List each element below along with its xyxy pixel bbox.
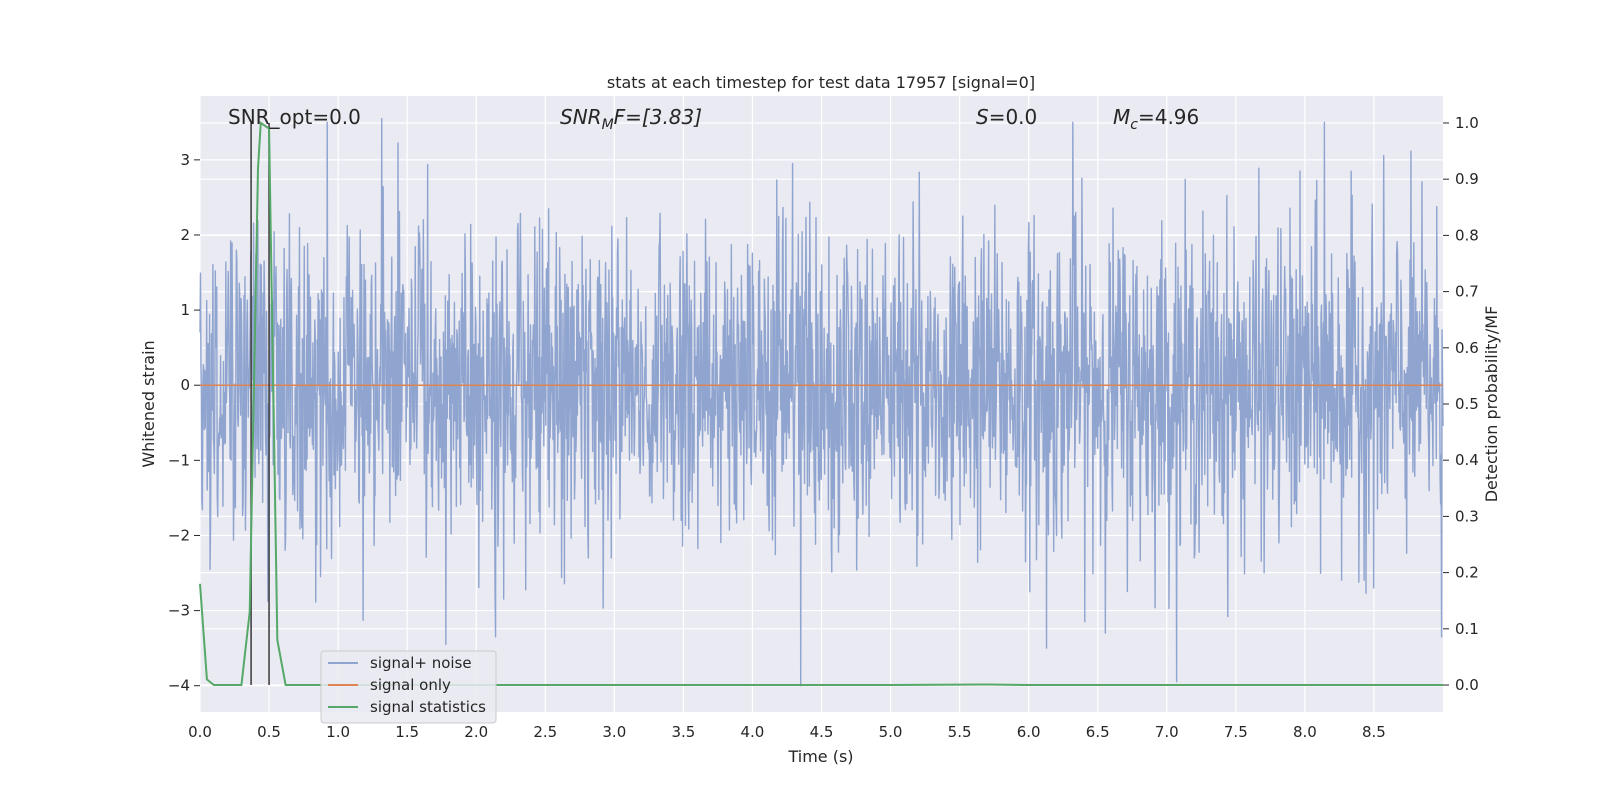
y2-tick-label: 0.2 (1455, 564, 1479, 582)
mc-base: M (1113, 105, 1130, 129)
x-tick-label: 0.0 (188, 723, 212, 741)
x-tick-label: 3.0 (602, 723, 626, 741)
x-tick-label: 1.0 (326, 723, 350, 741)
y-tick-label: −1 (168, 451, 190, 469)
annotation-snr-mf: SNRMF=[3.83] (560, 105, 702, 133)
x-tick-label: 6.5 (1086, 723, 1110, 741)
y-axis-label: Whitened strain (139, 340, 158, 467)
legend: signal+ noise signal only signal statist… (320, 650, 497, 724)
x-tick-label: 8.0 (1293, 723, 1317, 741)
snr-mf-sub: M (602, 117, 614, 133)
legend-label-signal-statistics: signal statistics (370, 698, 486, 716)
annotation-mc: Mc=4.96 (1113, 105, 1199, 133)
y-tick-label: 3 (180, 151, 190, 169)
s-value: =0.0 (989, 105, 1038, 129)
x-tick-label: 4.0 (741, 723, 765, 741)
x-tick-label: 3.5 (671, 723, 695, 741)
y2-tick-label: 0.7 (1455, 283, 1479, 301)
x-tick-label: 7.0 (1155, 723, 1179, 741)
y-tick-label: 1 (180, 301, 190, 319)
s-label: S (976, 105, 989, 129)
x-axis-label: Time (s) (787, 747, 853, 766)
annotation-snr-opt: SNR_opt=0.0 (228, 105, 361, 129)
y2-tick-label: 0.8 (1455, 226, 1479, 244)
x-tick-label: 2.0 (464, 723, 488, 741)
series-signal-statistics (199, 121, 1443, 687)
statistics-line (199, 121, 1443, 687)
y2-axis-label: Detection probability/MF (1482, 306, 1501, 503)
x-tick-label: 8.5 (1362, 723, 1386, 741)
snr-mf-base: SNR (560, 105, 602, 129)
x-tick-label: 5.5 (948, 723, 972, 741)
y2-tick-label: 0.0 (1455, 676, 1479, 694)
y2-tick-label: 0.3 (1455, 507, 1479, 525)
y2-tick-label: 0.4 (1455, 451, 1479, 469)
x-tick-label: 5.0 (879, 723, 903, 741)
y-tick-label: −4 (168, 677, 190, 695)
noise-line (199, 117, 1444, 687)
chart-title: stats at each timestep for test data 179… (607, 73, 1035, 92)
legend-box (320, 650, 497, 724)
x-tick-label: 6.0 (1017, 723, 1041, 741)
snr-mf-rest: F=[3.83] (614, 105, 702, 129)
mc-sub: c (1130, 117, 1138, 133)
legend-label-signal-only: signal only (370, 676, 451, 694)
x-tick-label: 2.5 (533, 723, 557, 741)
y-axis-ticks: −4 −3 −2 −1 0 1 2 3 (168, 151, 200, 695)
x-tick-label: 4.5 (810, 723, 834, 741)
y2-tick-label: 0.1 (1455, 620, 1479, 638)
x-tick-label: 0.5 (257, 723, 281, 741)
x-tick-label: 7.5 (1224, 723, 1248, 741)
x-tick-label: 1.5 (395, 723, 419, 741)
y2-axis-ticks: 0.0 0.1 0.2 0.3 0.4 0.5 0.6 0.7 0.8 0.9 1.0 (1443, 114, 1479, 694)
y-tick-label: −2 (168, 526, 190, 544)
annotation-s: S=0.0 (976, 105, 1037, 129)
y-tick-label: −3 (168, 602, 190, 620)
x-axis-ticks: 0.0 0.5 1.0 1.5 2.0 2.5 3.0 3.5 4.0 4.5 5.0 5.5 6.0 6… (188, 723, 1386, 741)
y-tick-label: 0 (180, 376, 190, 394)
mc-value: =4.96 (1138, 105, 1199, 129)
y-tick-label: 2 (180, 226, 190, 244)
legend-label-signal-noise: signal+ noise (370, 654, 472, 672)
y2-tick-label: 0.9 (1455, 170, 1479, 188)
series-signal-noise (199, 117, 1444, 687)
y2-tick-label: 1.0 (1455, 114, 1479, 132)
y2-tick-label: 0.5 (1455, 395, 1479, 413)
y2-tick-label: 0.6 (1455, 339, 1479, 357)
